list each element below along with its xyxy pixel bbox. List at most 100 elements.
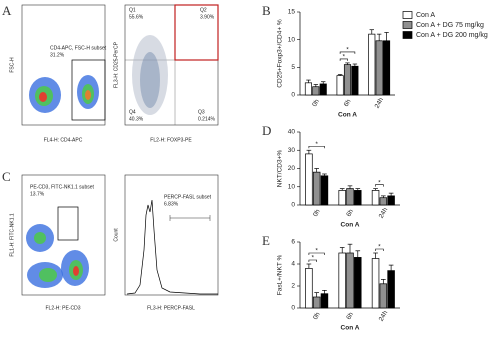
panel-letter: C: [2, 169, 11, 184]
y-tick-label: 15: [288, 9, 296, 16]
x-tick-label: 24h: [378, 309, 390, 322]
bar: [343, 64, 352, 96]
x-tick-label: 6h: [343, 98, 353, 108]
significance-label: *: [315, 248, 318, 255]
panel-letter: E: [262, 233, 270, 248]
y-tick-label: 0: [291, 305, 295, 312]
significance-bracket: [375, 184, 384, 187]
significance-bracket: [339, 58, 348, 61]
y-tick-label: 2: [291, 283, 295, 290]
bar: [375, 40, 383, 96]
legend-swatch: [402, 31, 413, 39]
gate-label: PE-CD3, FITC-NK1.1 subset: [30, 184, 95, 190]
y-axis-label: FL1-H: FITC-NK1.1: [9, 213, 15, 257]
bar: [336, 75, 344, 96]
bar: [305, 153, 313, 206]
bar: [371, 190, 380, 206]
bar: [346, 252, 354, 309]
legend-label: Con A: [416, 12, 435, 19]
flow-plot: PERCP-FASL subset 6.83% Count FL3-H: PER…: [113, 174, 219, 311]
gate-label: CD4-APC, FSC-H subset: [50, 45, 107, 51]
y-axis-label: FSC-H: [9, 57, 15, 73]
significance-bracket: [339, 51, 356, 54]
y-axis-label: FasL+/NKT %: [277, 255, 284, 296]
x-tick-label: 24h: [374, 96, 386, 109]
significance-label: *: [343, 54, 346, 61]
y-tick-label: 6: [291, 239, 295, 246]
x-tick-label: 6h: [345, 208, 355, 218]
significance-label: *: [378, 179, 381, 186]
gate-label: PERCP-FASL subset: [164, 194, 212, 200]
y-tick-label: 0: [291, 202, 295, 209]
bar: [312, 171, 321, 206]
x-axis-label: Con A: [338, 112, 357, 119]
x-axis-label: Con A: [341, 222, 360, 229]
y-tick-label: 4: [291, 261, 295, 268]
bar: [351, 65, 359, 96]
panel-letter: B: [262, 3, 271, 18]
y-tick-label: 30: [288, 147, 296, 154]
bar: [305, 268, 313, 309]
x-tick-label: 24h: [378, 206, 390, 219]
quadrant-name: Q4: [129, 109, 136, 115]
significance-label: *: [312, 255, 315, 262]
y-tick-label: 5: [291, 64, 295, 71]
x-axis-label: Con A: [341, 325, 360, 332]
bar: [320, 293, 329, 309]
x-tick-label: 0h: [312, 311, 322, 321]
quadrant-value: 40.3%: [129, 116, 144, 122]
gate-value: 31.2%: [50, 52, 65, 58]
flow-plot: PE-CD3, FITC-NK1.1 subset 13.7% FL1-H: F…: [9, 174, 106, 311]
significance-bracket: [308, 259, 317, 262]
bar: [338, 252, 346, 309]
significance-bracket: [308, 252, 325, 255]
bar: [371, 258, 380, 309]
significance-label: *: [378, 244, 381, 251]
bar: [379, 197, 388, 206]
quadrant-value: 0.214%: [198, 116, 216, 122]
legend-swatch: [402, 21, 413, 29]
bar: [319, 83, 327, 96]
bar: [354, 190, 362, 206]
bar: [383, 40, 391, 96]
quadrant-value: 55.6%: [129, 14, 144, 20]
x-axis-label: FL4-H: CD4-APC: [44, 137, 83, 143]
y-axis-label: CD25+Foxp3+/CD4+ %: [277, 19, 284, 88]
bar: [387, 270, 395, 309]
x-tick-label: 0h: [311, 98, 321, 108]
x-tick-label: 6h: [345, 311, 355, 321]
significance-bracket: [308, 145, 325, 149]
x-tick-label: 0h: [312, 208, 322, 218]
flow-plot: CD4-APC, FSC-H subset 31.2% FSC-H FL4-H:…: [9, 4, 107, 143]
quadrant-name: Q3: [198, 109, 205, 115]
y-axis-label: NKT/CD3+%: [277, 150, 284, 188]
legend-label: Con A + DG 75 mg/kg: [416, 22, 484, 29]
y-tick-label: 20: [288, 165, 296, 172]
bar: [304, 82, 312, 96]
y-tick-label: 10: [288, 183, 296, 190]
y-tick-label: 10: [288, 36, 296, 43]
quadrant-name: Q1: [129, 7, 136, 13]
quadrant-name: Q2: [200, 7, 207, 13]
y-tick-label: 40: [288, 129, 296, 136]
significance-label: *: [315, 141, 318, 148]
significance-bracket: [375, 248, 384, 251]
bar: [368, 33, 376, 96]
legend-swatch: [402, 11, 413, 19]
x-axis-label: FL2-H: FOXP3-PE: [150, 137, 192, 143]
bar: [320, 175, 329, 206]
y-axis-label: FL3-H: CD25-PerCP: [113, 41, 119, 88]
gate-value: 6.83%: [164, 201, 179, 207]
x-axis-label: FL3-H: PERCP-FASL: [147, 305, 195, 311]
bar: [379, 283, 388, 309]
bar: [346, 188, 354, 206]
y-tick-label: 0: [291, 92, 295, 99]
bar: [312, 296, 321, 309]
y-axis-label: Count: [113, 228, 119, 242]
panel-letter: A: [2, 3, 12, 18]
significance-label: *: [346, 47, 349, 54]
bar: [354, 257, 362, 309]
bar: [387, 195, 395, 206]
x-axis-label: FL2-H: PE-CD3: [45, 305, 80, 311]
flow-plot: Q1 55.6% Q2 3.90% Q3 0.214% Q4 40.3% FL3…: [113, 4, 219, 143]
